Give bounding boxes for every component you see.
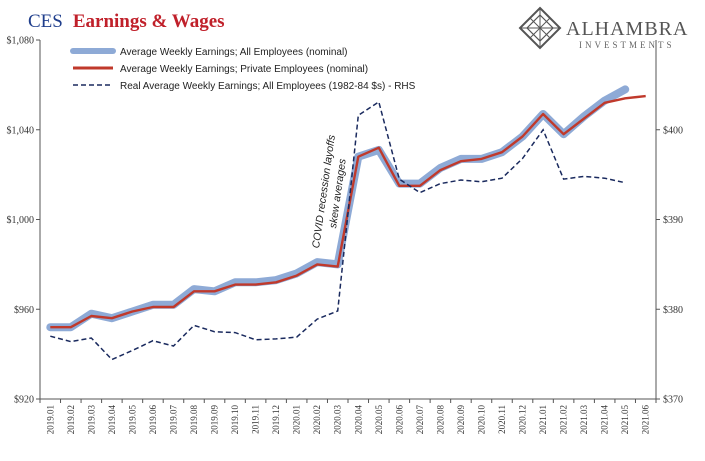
chart-title-part1: CES (28, 11, 63, 32)
x-axis-ticks: 2019.01 2019.02 2019.03 2019.04 2019.05 2019.… (39, 399, 657, 435)
x-tick-label: 2019.06 (148, 405, 158, 435)
chart-title: CES Earnings & Wages (28, 11, 225, 32)
series-private-employees-line (50, 94, 646, 329)
x-tick-label: 2019.10 (230, 405, 240, 435)
left-tick-label: $1,000 (7, 215, 35, 226)
x-tick-label: 2020.12 (518, 405, 528, 434)
x-tick-label: 2019.05 (127, 405, 137, 435)
x-tick-label: 2021.05 (620, 405, 630, 435)
legend: Average Weekly Earnings; All Employees (… (70, 47, 416, 92)
legend-label-real: Real Average Weekly Earnings; All Employ… (120, 81, 416, 92)
left-tick-label: $920 (14, 395, 34, 406)
x-tick-label: 2019.12 (271, 405, 281, 434)
right-tick-label: $370 (663, 395, 683, 406)
right-tick-label: $380 (663, 305, 683, 316)
x-tick-label: 2020.01 (292, 405, 302, 434)
right-tick-label: $400 (663, 125, 683, 136)
x-tick-label: 2019.07 (168, 405, 178, 435)
x-tick-label: 2020.08 (435, 405, 445, 435)
logo-sub: INVESTMENTS (579, 40, 675, 50)
x-tick-label: 2021.06 (641, 405, 651, 435)
left-axis-ticks: $920 $960 $1,000 $1,040 $1,080 (7, 36, 40, 406)
x-tick-label: 2020.10 (476, 405, 486, 435)
series-real-earnings-line (50, 100, 626, 361)
x-tick-label: 2020.11 (497, 405, 507, 434)
left-tick-label: $1,040 (7, 125, 35, 136)
x-tick-label: 2020.09 (456, 405, 466, 435)
left-tick-label: $1,080 (7, 36, 35, 47)
x-tick-label: 2020.03 (333, 405, 343, 435)
x-tick-label: 2019.11 (251, 405, 261, 434)
x-tick-label: 2020.06 (394, 405, 404, 435)
legend-label-all: Average Weekly Earnings; All Employees (… (120, 47, 348, 58)
legend-label-private: Average Weekly Earnings; Private Employe… (120, 64, 368, 75)
x-tick-label: 2019.04 (107, 405, 117, 435)
x-tick-label: 2019.02 (66, 405, 76, 434)
x-tick-label: 2019.03 (86, 405, 96, 435)
x-tick-label: 2019.09 (210, 405, 220, 435)
chart-title-part2: Earnings & Wages (73, 11, 225, 32)
diamond-lattice-icon (518, 6, 562, 50)
right-tick-label: $390 (663, 215, 683, 226)
x-tick-label: 2020.05 (374, 405, 384, 435)
x-tick-label: 2019.01 (45, 405, 55, 434)
alhambra-logo: ALHAMBRA INVESTMENTS (518, 6, 688, 50)
x-tick-label: 2021.04 (600, 405, 610, 435)
x-tick-label: 2019.08 (189, 405, 199, 435)
series-layer (46, 85, 646, 361)
x-tick-label: 2020.07 (415, 405, 425, 435)
x-tick-label: 2021.02 (559, 405, 569, 434)
x-tick-label: 2020.04 (353, 405, 363, 435)
x-tick-label: 2021.01 (538, 405, 548, 434)
x-tick-label: 2020.02 (312, 405, 322, 434)
logo-name: ALHAMBRA (566, 18, 688, 40)
x-tick-label: 2021.03 (579, 405, 589, 435)
left-tick-label: $960 (14, 305, 34, 316)
right-axis-ticks: $370 $380 $390 $400 (656, 125, 683, 406)
